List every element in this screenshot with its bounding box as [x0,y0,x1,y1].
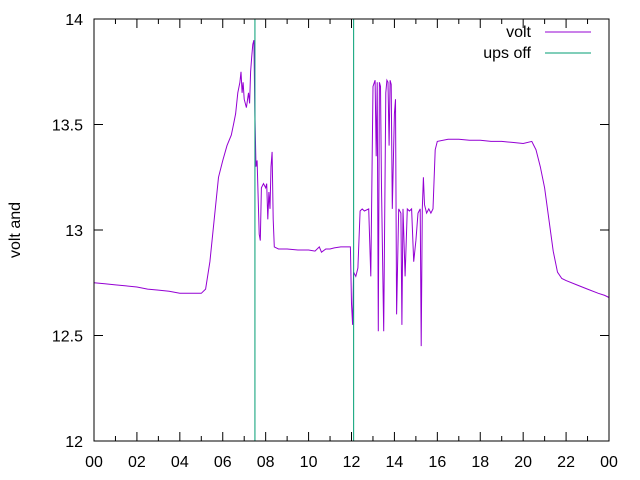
y-tick-label: 12.5 [52,329,83,346]
y-tick-label: 13.5 [52,118,83,135]
x-tick-label: 18 [471,454,489,471]
x-tick-label: 12 [343,454,361,471]
x-tick-label: 22 [557,454,575,471]
x-tick-label: 16 [428,454,446,471]
legend-label: volt [506,24,531,41]
x-tick-label: 08 [257,454,275,471]
y-tick-label: 12 [65,434,83,451]
plot-marks [93,19,610,441]
x-tick-label: 14 [386,454,404,471]
x-tick-label: 10 [300,454,318,471]
x-tick-label: 00 [600,454,618,471]
x-tick-label: 00 [85,454,103,471]
x-tick-label: 02 [128,454,146,471]
legend-label: ups off [483,45,531,62]
x-tick-label: 04 [171,454,189,471]
y-tick-label: 14 [65,12,83,29]
legend: volt ups off [483,24,591,62]
y-tick-label: 13 [65,223,83,240]
y-axis-title: volt and [7,202,24,258]
x-tick-label: 06 [214,454,232,471]
x-tick-label: 20 [514,454,532,471]
series-line-volt [93,39,610,347]
